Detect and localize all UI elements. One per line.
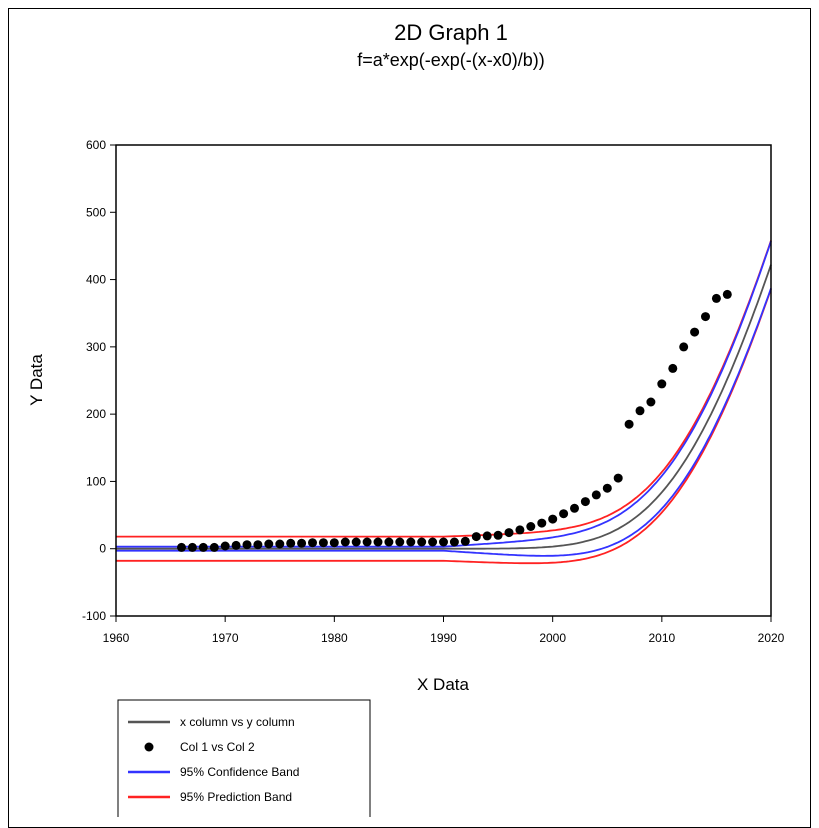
- prediction-band-lower: [116, 288, 772, 565]
- y-axis-label: Y Data: [27, 354, 46, 406]
- y-tick-label: 0: [99, 542, 106, 556]
- data-point: [613, 473, 623, 483]
- data-point: [264, 539, 274, 549]
- data-point: [428, 537, 438, 547]
- data-point: [570, 503, 579, 513]
- data-point: [373, 537, 383, 547]
- data-point: [340, 537, 350, 547]
- data-points-layer: [177, 289, 732, 552]
- data-point: [471, 532, 481, 542]
- band-layer: [116, 240, 772, 565]
- data-point: [187, 542, 197, 552]
- confidence-band-upper: [116, 240, 772, 548]
- chart-title: 2D Graph 1: [394, 20, 508, 45]
- y-tick-label: 200: [86, 407, 106, 421]
- x-tick-label: 1980: [321, 631, 348, 645]
- x-tick-label: 1970: [212, 631, 239, 645]
- data-point: [504, 528, 514, 538]
- data-point: [602, 483, 612, 493]
- legend-label: Col 1 vs Col 2: [180, 740, 255, 754]
- confidence-band-lower: [116, 288, 772, 557]
- data-point: [482, 531, 492, 541]
- data-point: [406, 537, 416, 547]
- data-point: [701, 312, 710, 322]
- data-point: [275, 539, 285, 549]
- data-point: [635, 406, 645, 416]
- x-axis: 1960 1970 1980 1990 2000 2010 2020: [103, 616, 785, 645]
- y-tick-label: 100: [86, 474, 106, 488]
- data-point: [220, 541, 230, 551]
- x-tick-label: 2000: [539, 631, 566, 645]
- data-point: [439, 537, 448, 547]
- legend-label: x column vs y column: [180, 715, 295, 729]
- data-point: [297, 538, 307, 548]
- data-point: [242, 540, 252, 550]
- data-point: [711, 293, 721, 303]
- data-point: [690, 327, 700, 337]
- data-point: [548, 514, 558, 524]
- fit-line: [116, 264, 772, 550]
- data-point: [362, 537, 372, 547]
- y-axis: -100 0 100 200 300 400 500 600: [82, 138, 116, 623]
- y-tick-label: -100: [82, 609, 106, 623]
- y-tick-label: 600: [86, 138, 106, 152]
- data-point: [460, 536, 470, 546]
- data-point: [253, 540, 263, 550]
- data-point: [318, 538, 328, 548]
- data-point: [624, 419, 634, 429]
- data-point: [351, 537, 361, 547]
- data-point: [722, 289, 732, 299]
- data-point: [515, 525, 525, 535]
- data-point: [559, 509, 569, 519]
- data-point: [537, 518, 547, 528]
- x-tick-label: 2020: [758, 631, 785, 645]
- x-axis-label: X Data: [417, 675, 470, 694]
- legend-label: 95% Confidence Band: [180, 765, 299, 779]
- data-point: [657, 379, 667, 389]
- data-point: [449, 537, 459, 547]
- chart-subtitle: f=a*exp(-exp(-(x-x0)/b)): [357, 50, 545, 70]
- y-tick-label: 500: [86, 205, 106, 219]
- prediction-band-upper: [116, 240, 772, 538]
- fit-line-layer: [116, 264, 772, 550]
- data-point: [679, 342, 689, 352]
- data-point: [580, 497, 590, 507]
- data-point: [591, 490, 601, 500]
- data-point: [668, 363, 678, 373]
- legend: x column vs y column Col 1 vs Col 2 95% Co…: [117, 699, 371, 817]
- data-point: [646, 397, 656, 407]
- legend-symbol-points: [144, 742, 154, 752]
- data-point: [526, 522, 536, 531]
- data-point: [384, 537, 394, 547]
- y-tick-label: 300: [86, 340, 106, 354]
- data-point: [493, 530, 503, 540]
- x-tick-label: 1960: [103, 631, 130, 645]
- legend-label: 95% Prediction Band: [180, 790, 292, 804]
- x-tick-label: 2010: [648, 631, 675, 645]
- data-point: [198, 542, 208, 552]
- data-point: [209, 542, 219, 552]
- data-point: [286, 538, 296, 548]
- data-point: [308, 538, 317, 548]
- x-tick-label: 1990: [430, 631, 457, 645]
- data-point: [395, 537, 405, 547]
- data-point: [329, 538, 339, 548]
- data-point: [177, 542, 186, 552]
- data-point: [417, 537, 427, 547]
- legend-items: x column vs y column Col 1 vs Col 2 95% Co…: [128, 715, 299, 804]
- data-point: [231, 540, 241, 550]
- y-tick-label: 400: [86, 273, 106, 287]
